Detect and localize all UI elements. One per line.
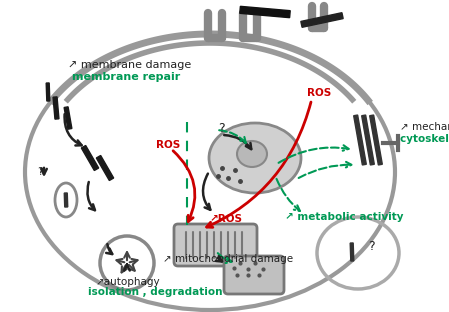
Polygon shape <box>301 13 343 27</box>
Text: ROS: ROS <box>156 140 180 150</box>
Text: ↗ membrane damage: ↗ membrane damage <box>68 60 191 70</box>
Polygon shape <box>64 193 68 207</box>
Polygon shape <box>362 115 374 165</box>
Polygon shape <box>354 115 366 165</box>
Text: ?: ? <box>37 167 43 177</box>
Polygon shape <box>81 145 99 171</box>
Text: ↗ROS: ↗ROS <box>210 214 243 224</box>
Text: isolation , degradation: isolation , degradation <box>88 287 223 297</box>
FancyBboxPatch shape <box>174 224 257 266</box>
Polygon shape <box>370 115 382 165</box>
Polygon shape <box>46 83 50 101</box>
Text: membrane repair: membrane repair <box>72 72 180 82</box>
Ellipse shape <box>209 123 301 193</box>
Text: ↗ mitochondrial damage: ↗ mitochondrial damage <box>163 254 293 264</box>
Polygon shape <box>53 97 59 119</box>
Polygon shape <box>64 107 72 129</box>
Polygon shape <box>240 6 290 18</box>
Text: ROS: ROS <box>307 88 331 98</box>
Text: ↗autophagy: ↗autophagy <box>96 277 161 287</box>
FancyBboxPatch shape <box>224 256 284 294</box>
Text: ↗ mechanical stress: ↗ mechanical stress <box>400 122 449 132</box>
Ellipse shape <box>237 141 267 167</box>
Polygon shape <box>97 155 114 181</box>
Text: ?: ? <box>368 240 374 253</box>
Text: ?: ? <box>218 122 224 135</box>
Text: cytoskeleton rearrangement: cytoskeleton rearrangement <box>400 134 449 144</box>
Polygon shape <box>350 243 354 261</box>
Text: ↗ metabolic activity: ↗ metabolic activity <box>285 212 404 222</box>
